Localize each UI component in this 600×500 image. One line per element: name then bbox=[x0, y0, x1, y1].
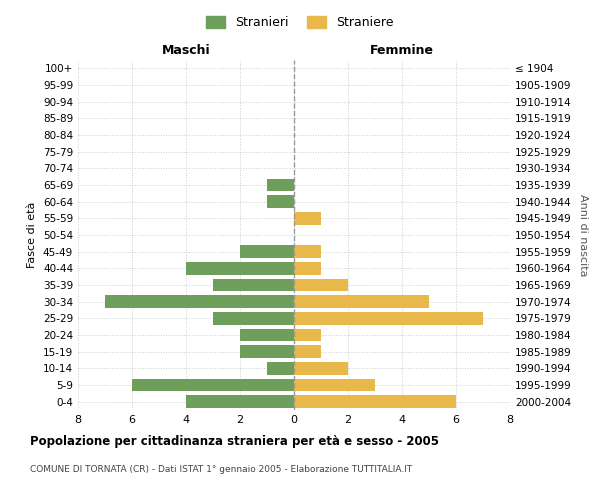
Text: Femmine: Femmine bbox=[370, 44, 434, 57]
Bar bbox=[294, 346, 321, 358]
Legend: Stranieri, Straniere: Stranieri, Straniere bbox=[202, 11, 398, 34]
Bar bbox=[105, 296, 294, 308]
Text: Maschi: Maschi bbox=[161, 44, 211, 57]
Bar bbox=[240, 329, 294, 341]
Bar bbox=[294, 246, 321, 258]
Bar bbox=[294, 396, 456, 408]
Bar bbox=[213, 279, 294, 291]
Bar bbox=[186, 396, 294, 408]
Bar bbox=[267, 179, 294, 191]
Bar bbox=[240, 346, 294, 358]
Bar bbox=[294, 212, 321, 224]
Bar bbox=[240, 246, 294, 258]
Bar bbox=[186, 262, 294, 274]
Y-axis label: Fasce di età: Fasce di età bbox=[28, 202, 37, 268]
Text: Popolazione per cittadinanza straniera per età e sesso - 2005: Popolazione per cittadinanza straniera p… bbox=[30, 435, 439, 448]
Bar bbox=[213, 312, 294, 324]
Y-axis label: Anni di nascita: Anni di nascita bbox=[578, 194, 588, 276]
Bar bbox=[294, 262, 321, 274]
Bar bbox=[294, 296, 429, 308]
Bar bbox=[294, 362, 348, 374]
Bar bbox=[294, 312, 483, 324]
Text: COMUNE DI TORNATA (CR) - Dati ISTAT 1° gennaio 2005 - Elaborazione TUTTITALIA.IT: COMUNE DI TORNATA (CR) - Dati ISTAT 1° g… bbox=[30, 465, 412, 474]
Bar bbox=[294, 279, 348, 291]
Bar bbox=[294, 329, 321, 341]
Bar bbox=[267, 196, 294, 208]
Bar bbox=[294, 379, 375, 391]
Bar bbox=[267, 362, 294, 374]
Bar bbox=[132, 379, 294, 391]
